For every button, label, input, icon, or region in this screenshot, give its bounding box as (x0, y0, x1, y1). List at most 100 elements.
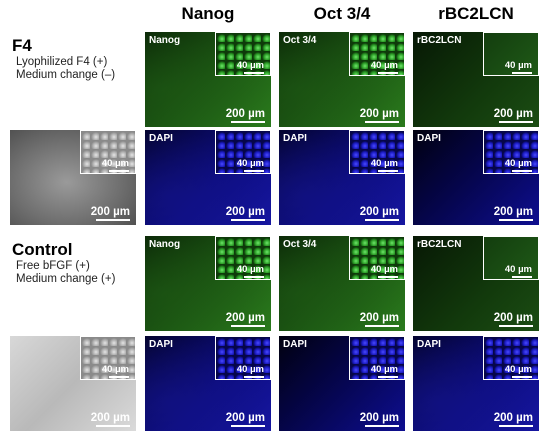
panel-f4-dapi-rbc2lcn: DAPI 40 µm 200 µm (413, 130, 539, 225)
panel-f4-oct34: Oct 3/4 40 µm 200 µm (279, 32, 405, 127)
inset-zoom: 40 µm (483, 32, 539, 76)
scale-label: 200 µm (359, 412, 399, 424)
inset-scale-bar (378, 276, 398, 278)
panel-label: Oct 3/4 (283, 35, 317, 46)
panel-label: DAPI (417, 133, 441, 144)
scale-bar (499, 325, 533, 327)
panel-control-dapi-nanog: DAPI 40 µm 200 µm (145, 336, 271, 431)
scale-bar (499, 425, 533, 427)
panel-label: rBC2LCN (417, 239, 462, 250)
group-line-1: Lyophilized F4 (+) (16, 56, 108, 68)
inset-scale-bar (378, 72, 398, 74)
inset-zoom: 40 µm (80, 336, 136, 380)
inset-zoom: 40 µm (215, 32, 271, 76)
inset-scale-label: 40 µm (370, 158, 398, 169)
inset-scale-label: 40 µm (370, 60, 398, 71)
inset-zoom: 40 µm (349, 336, 405, 380)
panel-label: Nanog (149, 239, 181, 250)
inset-scale-bar (109, 376, 129, 378)
inset-scale-label: 40 µm (504, 158, 532, 169)
panel-control-nanog: Nanog 40 µm 200 µm (145, 236, 271, 331)
panel-label: DAPI (283, 133, 307, 144)
scale-label: 200 µm (90, 412, 130, 424)
inset-zoom: 40 µm (80, 130, 136, 174)
panel-f4-dapi-nanog: DAPI 40 µm 200 µm (145, 130, 271, 225)
inset-scale-bar (244, 170, 264, 172)
scale-bar (365, 121, 399, 123)
inset-scale-label: 40 µm (504, 264, 532, 275)
panel-label: Oct 3/4 (283, 239, 317, 250)
panel-label: DAPI (149, 339, 173, 350)
inset-scale-bar (244, 72, 264, 74)
scale-label: 200 µm (359, 108, 399, 120)
scale-bar (365, 325, 399, 327)
inset-scale-label: 40 µm (370, 264, 398, 275)
scale-bar (499, 219, 533, 221)
scale-bar (365, 425, 399, 427)
inset-scale-label: 40 µm (236, 364, 264, 375)
inset-scale-bar (378, 376, 398, 378)
scale-bar (231, 325, 265, 327)
group-line-2: Medium change (–) (16, 69, 116, 81)
inset-zoom: 40 µm (349, 130, 405, 174)
inset-zoom: 40 µm (215, 236, 271, 280)
scale-bar (231, 219, 265, 221)
group-line-2: Medium change (+) (16, 273, 116, 285)
inset-zoom: 40 µm (215, 336, 271, 380)
inset-scale-label: 40 µm (504, 60, 532, 71)
panel-f4-phase: 40 µm 200 µm (10, 130, 136, 225)
group-title-control: Control (12, 240, 73, 259)
inset-scale-label: 40 µm (236, 60, 264, 71)
scale-label: 200 µm (493, 412, 533, 424)
scale-label: 200 µm (493, 312, 533, 324)
inset-scale-label: 40 µm (370, 364, 398, 375)
scale-bar (499, 121, 533, 123)
column-header-nanog: Nanog (181, 4, 235, 23)
panel-control-rbc2lcn: rBC2LCN 40 µm 200 µm (413, 236, 539, 331)
scale-bar (96, 219, 130, 221)
scale-label: 200 µm (359, 206, 399, 218)
inset-scale-bar (512, 376, 532, 378)
panel-label: DAPI (417, 339, 441, 350)
inset-zoom: 40 µm (483, 336, 539, 380)
inset-zoom: 40 µm (483, 130, 539, 174)
scale-label: 200 µm (225, 108, 265, 120)
scale-bar (96, 425, 130, 427)
scale-label: 200 µm (493, 108, 533, 120)
scale-bar (365, 219, 399, 221)
inset-zoom: 40 µm (215, 130, 271, 174)
scale-label: 200 µm (225, 312, 265, 324)
inset-scale-bar (512, 72, 532, 74)
inset-scale-label: 40 µm (236, 264, 264, 275)
column-header-rbc2lcn: rBC2LCN (438, 4, 514, 23)
panel-label: Nanog (149, 35, 181, 46)
panel-label: DAPI (149, 133, 173, 144)
scale-bar (231, 121, 265, 123)
inset-scale-bar (244, 276, 264, 278)
inset-zoom: 40 µm (349, 32, 405, 76)
panel-control-dapi-oct34: DAPI 40 µm 200 µm (279, 336, 405, 431)
inset-zoom: 40 µm (349, 236, 405, 280)
scale-label: 200 µm (90, 206, 130, 218)
scale-label: 200 µm (225, 206, 265, 218)
panel-control-dapi-rbc2lcn: DAPI 40 µm 200 µm (413, 336, 539, 431)
panel-f4-dapi-oct34: DAPI 40 µm 200 µm (279, 130, 405, 225)
column-header-oct34: Oct 3/4 (313, 4, 371, 23)
panel-control-oct34: Oct 3/4 40 µm 200 µm (279, 236, 405, 331)
inset-zoom: 40 µm (483, 236, 539, 280)
group-line-1: Free bFGF (+) (16, 260, 90, 272)
inset-scale-label: 40 µm (101, 158, 129, 169)
inset-scale-bar (512, 276, 532, 278)
inset-scale-bar (109, 170, 129, 172)
inset-scale-label: 40 µm (236, 158, 264, 169)
scale-label: 200 µm (359, 312, 399, 324)
panel-label: rBC2LCN (417, 35, 462, 46)
group-title-f4: F4 (12, 36, 32, 55)
inset-scale-bar (512, 170, 532, 172)
panel-f4-rbc2lcn: rBC2LCN 40 µm 200 µm (413, 32, 539, 127)
inset-scale-label: 40 µm (101, 364, 129, 375)
panel-label: DAPI (283, 339, 307, 350)
panel-f4-nanog: Nanog 40 µm 200 µm (145, 32, 271, 127)
scale-label: 200 µm (493, 206, 533, 218)
panel-control-phase: 40 µm 200 µm (10, 336, 136, 431)
